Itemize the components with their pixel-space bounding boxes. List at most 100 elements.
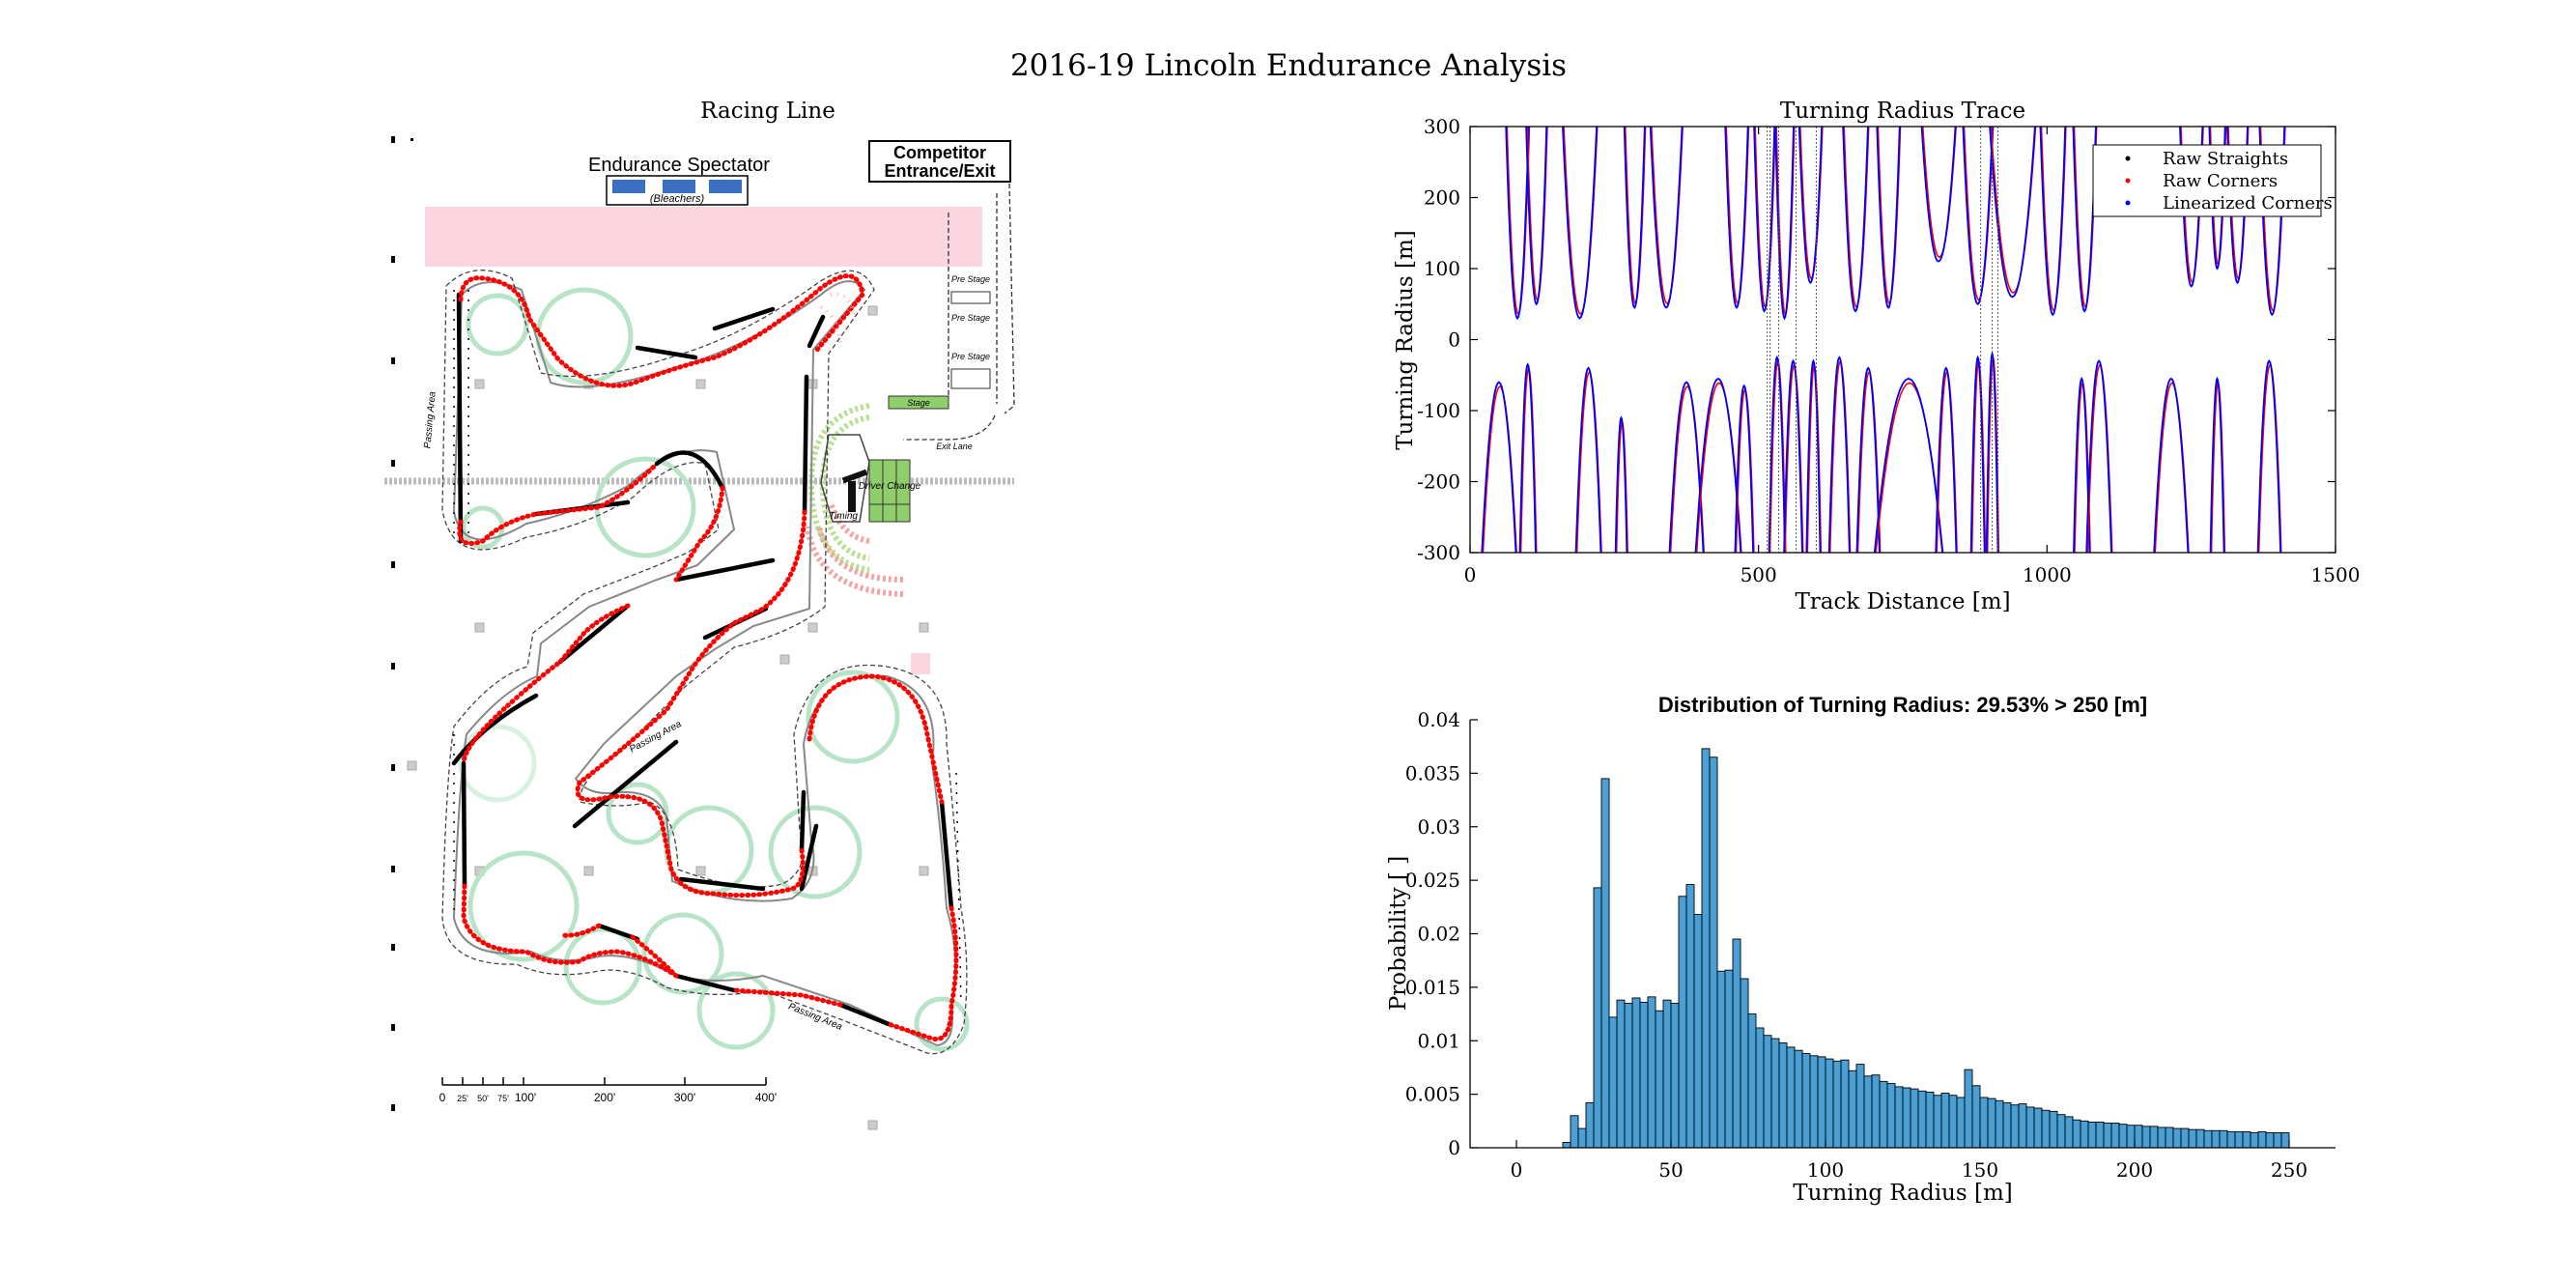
histogram-bar xyxy=(2141,1126,2151,1149)
trace-linearized-corner-line xyxy=(1481,381,1517,553)
trace-legend-label: Raw Straights xyxy=(2163,149,2288,169)
trace-legend-marker xyxy=(2125,156,2131,161)
histogram-bar xyxy=(1809,1055,1819,1149)
trace-linearized-corner-line xyxy=(1842,127,1869,313)
histogram-bar xyxy=(2025,1106,2035,1149)
histogram-bar xyxy=(2165,1126,2174,1149)
histogram-bar xyxy=(1956,1097,1966,1149)
histogram-y-tick-label: 0.01 xyxy=(1417,1029,1460,1052)
histogram-bar xyxy=(2226,1130,2236,1149)
trace-series xyxy=(1481,127,2286,553)
histogram-y-tick-label: 0.03 xyxy=(1417,815,1460,839)
histogram-bar xyxy=(1763,1035,1772,1149)
turning-radius-histogram: Distribution of Turning Radius: 29.53% >… xyxy=(1386,693,2335,1206)
histogram-y-tick-label: 0.015 xyxy=(1405,976,1460,999)
trace-linearized-corner-line xyxy=(1753,127,1776,313)
histogram-bar xyxy=(1910,1088,1919,1149)
histogram-bar xyxy=(1740,978,1749,1149)
histogram-bar xyxy=(1631,997,1641,1149)
map-edge-ticks xyxy=(391,136,413,1111)
trace-linearized-corner-line xyxy=(1724,127,1749,309)
histogram-bar xyxy=(2018,1103,2027,1149)
trace-linearized-corner-line xyxy=(1623,127,1646,309)
trace-linearized-corner-line xyxy=(1562,127,1598,320)
trace-title: Turning Radius Trace xyxy=(1780,99,2025,124)
track-outline xyxy=(452,280,956,1047)
trace-y-tick-label: -100 xyxy=(1417,399,1460,422)
histogram-bar xyxy=(1987,1098,1996,1149)
svg-text:100': 100' xyxy=(515,1091,536,1104)
trace-linearized-corner-line xyxy=(2072,127,2097,313)
histogram-bar xyxy=(1971,1085,1981,1149)
histogram-bar xyxy=(2257,1130,2267,1149)
trace-x-tick-label: 1000 xyxy=(2023,563,2072,586)
trace-linearized-corner-line xyxy=(1920,127,1957,263)
trace-y-tick-label: 100 xyxy=(1424,257,1460,280)
trace-linearized-corner-line xyxy=(2209,376,2225,553)
trace-linearized-corner-line xyxy=(1827,356,1851,553)
histogram-bar xyxy=(2273,1132,2282,1149)
histogram-bar xyxy=(1794,1049,1803,1149)
svg-text:400': 400' xyxy=(755,1091,777,1104)
histogram-bar xyxy=(1577,1127,1587,1149)
histogram-bar xyxy=(2157,1126,2166,1149)
histogram-y-tick-label: 0.035 xyxy=(1405,761,1460,784)
trace-linearized-corner-line xyxy=(1962,127,1994,306)
histogram-bar xyxy=(2010,1104,2020,1149)
trace-linearized-corner-line xyxy=(1798,127,1824,285)
svg-text:25': 25' xyxy=(457,1094,468,1103)
trace-linearized-corner-line xyxy=(1649,127,1684,309)
trace-linearized-corner-line xyxy=(1518,362,1537,553)
histogram-bar xyxy=(1801,1053,1811,1149)
histogram-bar xyxy=(1647,996,1656,1149)
driver-change-grid xyxy=(869,460,910,522)
trace-linearized-corner-line xyxy=(2258,127,2286,317)
trace-x-tick-label: 0 xyxy=(1464,563,1477,586)
trace-legend-marker xyxy=(2125,200,2131,206)
histogram-bar xyxy=(2064,1116,2074,1149)
trace-linearized-corner-line xyxy=(2256,359,2281,553)
trace-linearized-corner-line xyxy=(2085,359,2112,553)
svg-text:Pre Stage: Pre Stage xyxy=(951,313,990,323)
racing-line-corners xyxy=(457,273,959,1042)
histogram-bar xyxy=(2234,1130,2244,1149)
histogram-bars xyxy=(1562,748,2290,1149)
histogram-bar xyxy=(1855,1064,1865,1149)
driver-change-label: Driver Change xyxy=(859,481,921,492)
histogram-x-tick-label: 150 xyxy=(1962,1158,1998,1182)
histogram-y-tick-label: 0.04 xyxy=(1417,708,1460,731)
trace-linearized-corner-line xyxy=(1989,127,2036,299)
histogram-bar xyxy=(1693,914,1703,1149)
histogram-bar xyxy=(1948,1095,1958,1149)
histogram-bar xyxy=(2049,1110,2058,1149)
trace-linearized-corner-line xyxy=(1668,381,1705,553)
histogram-bar xyxy=(2103,1123,2112,1149)
stage-label: Stage xyxy=(907,398,930,408)
timing-bar xyxy=(841,469,868,484)
histogram-bar xyxy=(2056,1114,2066,1149)
histogram-bar xyxy=(1562,1142,1571,1149)
trace-linearized-corner-line xyxy=(1734,384,1754,553)
histogram-bar xyxy=(2203,1129,2213,1149)
histogram-y-tick-label: 0.005 xyxy=(1405,1083,1460,1106)
histogram-bar xyxy=(1685,884,1695,1149)
svg-text:0: 0 xyxy=(439,1091,446,1104)
histogram-bar xyxy=(2134,1125,2143,1149)
trace-y-tick-label: -300 xyxy=(1417,541,1460,564)
trace-legend-box xyxy=(2092,144,2322,217)
histogram-bar xyxy=(1670,1003,1680,1149)
competitor-label-2: Entrance/Exit xyxy=(884,161,995,181)
histogram-x-axis-label: Turning Radius [m] xyxy=(1793,1181,2012,1206)
trace-linearized-corner-line xyxy=(2153,377,2190,553)
histogram-bar xyxy=(1825,1058,1834,1149)
scale-labels: 0 25' 50' 75' 100' 200' 300' 400' xyxy=(439,1091,778,1104)
histogram-ticks: 0 50 100 150 200 250 0 0.005 0.01 0.015 0.02 0.025 0… xyxy=(1405,708,2307,1182)
histogram-bar xyxy=(1709,756,1718,1149)
trace-linearized-corner-line xyxy=(1805,358,1822,553)
histogram-bar xyxy=(2172,1127,2182,1149)
trace-y-tick-label: 200 xyxy=(1424,186,1460,210)
map-title: Racing Line xyxy=(700,99,835,124)
driver-change-box xyxy=(868,459,911,523)
trace-linearized-corner-line xyxy=(1774,127,1795,321)
